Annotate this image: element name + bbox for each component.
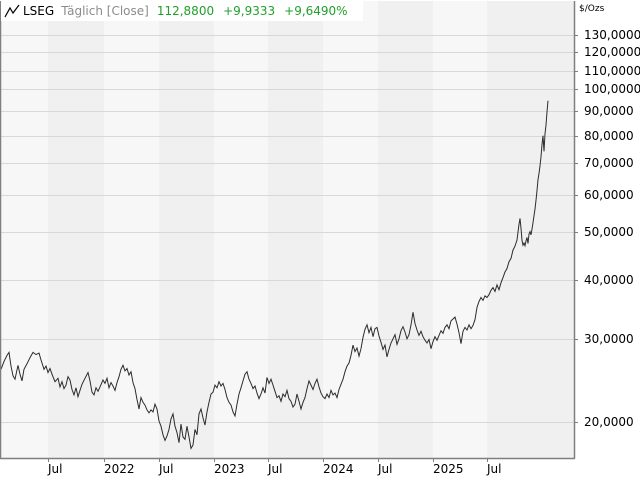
time-band (104, 1, 159, 458)
last-price: 112,8800 (156, 4, 215, 18)
percent-change: +9,6490% (284, 4, 348, 18)
line-chart-icon (4, 4, 20, 18)
x-tick-label: 2023 (214, 462, 245, 476)
y-tick-label: 80,0000 (584, 129, 634, 143)
time-band (378, 1, 433, 458)
time-band (159, 1, 214, 458)
time-band (323, 1, 378, 458)
x-tick-label: Jul (487, 462, 502, 476)
instrument-name: LSEG (23, 4, 55, 18)
y-tick-label: 70,0000 (584, 156, 634, 170)
time-band (48, 1, 104, 458)
y-tick-label: 30,0000 (584, 332, 634, 346)
absolute-change: +9,9333 (223, 4, 276, 18)
x-tick-label: 2022 (104, 462, 135, 476)
y-tick-label: 100,0000 (584, 82, 640, 96)
y-tick-label: 130,0000 (584, 28, 640, 42)
y-axis-unit: $/Ozs (579, 4, 605, 14)
x-tick-label: 2024 (323, 462, 354, 476)
y-tick-label: 60,0000 (584, 188, 634, 202)
y-tick-label: 20,0000 (584, 415, 634, 429)
x-tick-label: 2025 (433, 462, 464, 476)
y-tick-label: 90,0000 (584, 104, 634, 118)
y-axis-ticks (574, 35, 578, 423)
time-bands (1, 1, 574, 458)
x-tick-label: Jul (159, 462, 174, 476)
y-tick-label: 40,0000 (584, 273, 634, 287)
x-axis-ticks (48, 458, 488, 462)
x-tick-label: Jul (378, 462, 393, 476)
chart-legend: LSEG Täglich [Close] 112,8800 +9,9333 +9… (1, 1, 363, 21)
time-band (487, 1, 574, 458)
plot-frame (0, 1, 576, 460)
price-line (0, 100, 549, 450)
x-tick-label: Jul (48, 462, 63, 476)
time-band (1, 1, 48, 458)
y-tick-label: 110,0000 (584, 64, 640, 78)
y-tick-label: 50,0000 (584, 225, 634, 239)
time-band (214, 1, 268, 458)
gridlines (1, 35, 574, 423)
chart-mode: Täglich [Close] (61, 4, 149, 18)
x-tick-label: Jul (268, 462, 283, 476)
time-band (268, 1, 323, 458)
time-band (433, 1, 487, 458)
y-tick-label: 120,0000 (584, 45, 640, 59)
